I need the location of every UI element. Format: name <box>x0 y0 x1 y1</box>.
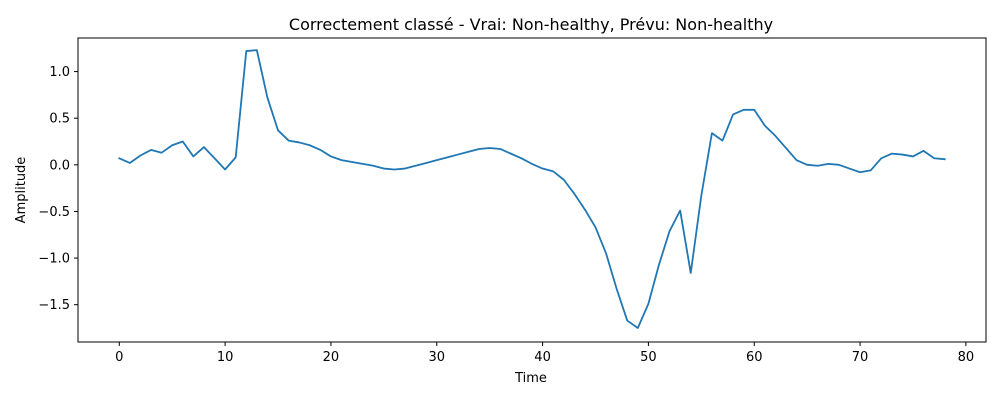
y-tick-label: 1.0 <box>49 65 70 80</box>
chart-title: Correctement classé - Vrai: Non-healthy,… <box>289 15 773 34</box>
x-tick-label: 20 <box>323 350 340 365</box>
x-tick-label: 30 <box>428 350 445 365</box>
y-axis: −1.5 −1.0 −0.5 0.0 0.5 1.0 <box>38 65 78 313</box>
y-tick-label: −0.5 <box>38 205 70 220</box>
x-tick-label: 70 <box>852 350 869 365</box>
y-axis-label: Amplitude <box>14 157 29 224</box>
y-tick-label: 0.5 <box>49 112 70 127</box>
x-tick-label: 10 <box>217 350 234 365</box>
series-line <box>118 49 946 329</box>
x-axis-label: Time <box>514 371 547 386</box>
x-tick-label: 80 <box>958 350 975 365</box>
plot-frame <box>77 37 987 343</box>
x-tick-label: 60 <box>746 350 763 365</box>
series-group <box>118 49 946 329</box>
x-tick-label: 0 <box>115 350 123 365</box>
x-tick-label: 50 <box>640 350 657 365</box>
x-axis: 0 10 20 30 40 50 60 70 80 <box>115 342 974 365</box>
y-tick-label: −1.0 <box>38 252 70 267</box>
x-tick-label: 40 <box>534 350 551 365</box>
y-tick-label: −1.5 <box>38 298 70 313</box>
y-tick-label: 0.0 <box>49 158 70 173</box>
